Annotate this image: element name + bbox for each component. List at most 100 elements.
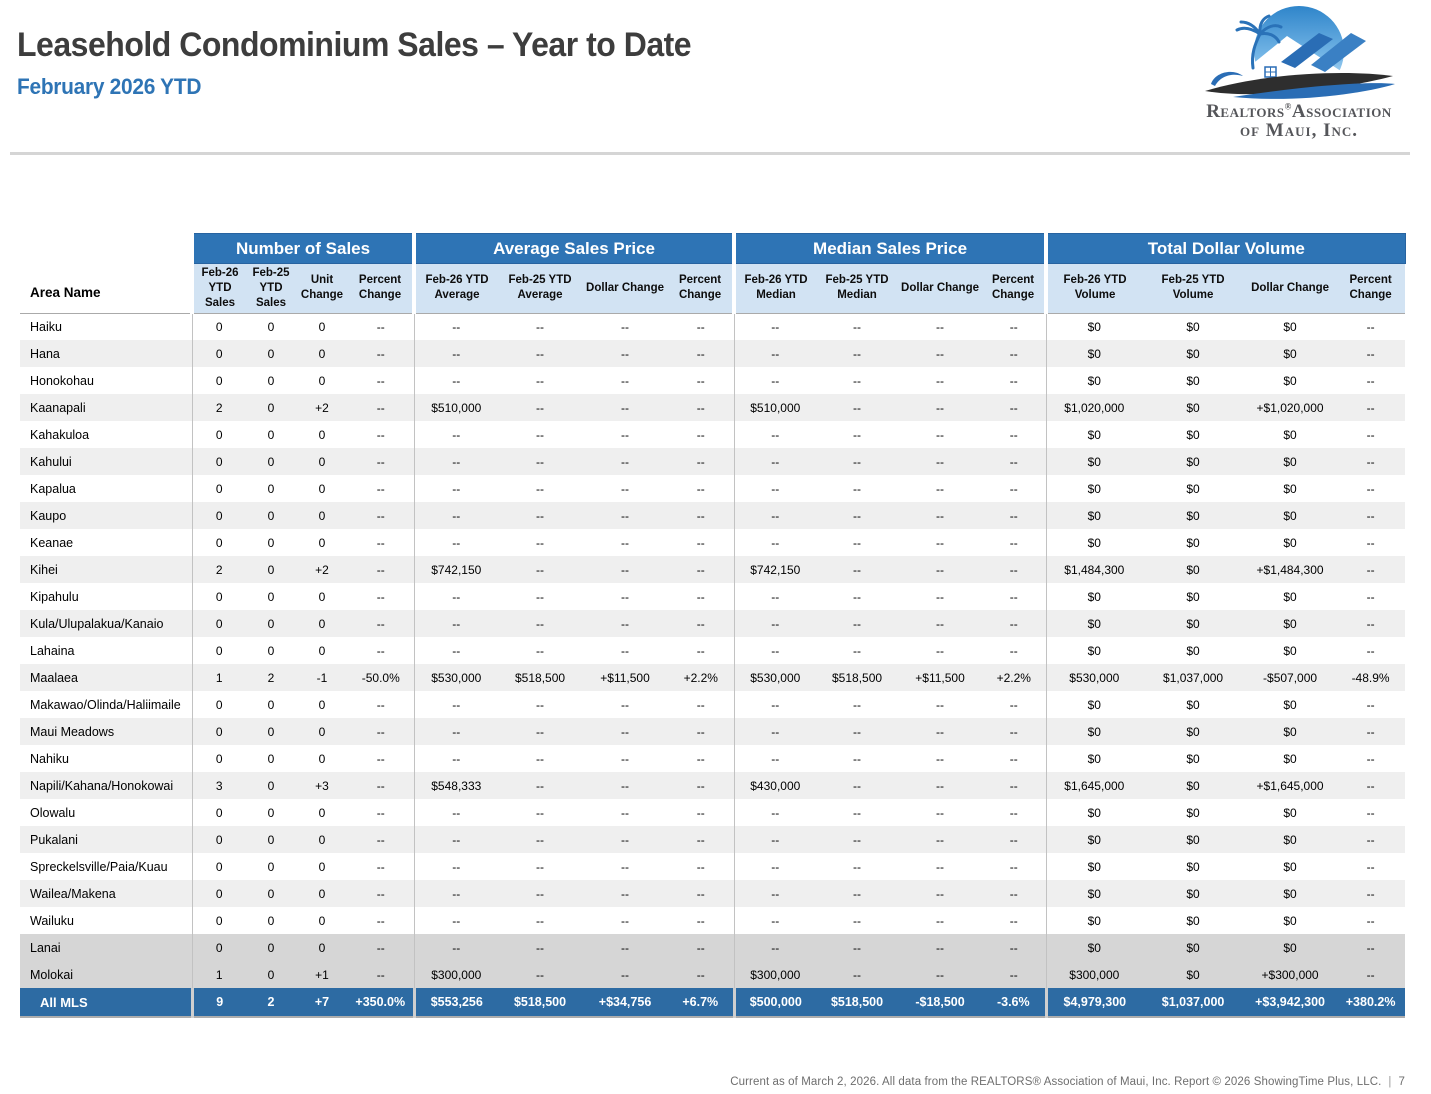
value-cell: --: [1366, 400, 1375, 415]
value-cell: --: [621, 643, 630, 658]
area-cell: Kipahulu: [30, 589, 79, 604]
value-cell: --: [936, 913, 945, 928]
value-cell: --: [696, 805, 705, 820]
row-kahakuloa: Kahakuloa 0 0 0 -- -- -- -- -- -- -- -- -- $0 $0 $0 --: [20, 421, 1406, 449]
value-cell: --: [536, 562, 545, 577]
value-cell: --: [621, 913, 630, 928]
value-cell: --: [1366, 778, 1375, 793]
value-cell: $1,020,000: [1045, 394, 1143, 422]
value-cell: 0: [191, 610, 246, 638]
column-header-total-dollar-volume-percent-change: Percent Change: [1336, 263, 1406, 314]
value-cell: 0: [318, 320, 326, 335]
row-kaupo: Kaupo 0 0 0 -- -- -- -- -- -- -- -- -- $0 $0 $0 --: [20, 502, 1406, 530]
value-cell: --: [733, 340, 817, 368]
value-cell: --: [853, 454, 862, 469]
value-cell: $0: [1186, 320, 1200, 335]
value-cell: 0: [191, 313, 246, 341]
value-cell: --: [936, 589, 945, 604]
value-cell: --: [1366, 454, 1375, 469]
value-cell: $548,333: [413, 772, 499, 800]
value-cell: 0: [318, 427, 326, 442]
value-cell: --: [1009, 616, 1018, 631]
value-cell: --: [936, 508, 945, 523]
value-cell: $4,979,300: [1044, 988, 1143, 1019]
value-cell: --: [376, 508, 385, 523]
value-cell: $0: [1186, 778, 1200, 793]
value-cell: --: [413, 745, 499, 773]
value-cell: 2: [191, 556, 246, 584]
value-cell: 0: [267, 859, 275, 874]
row-pukalani: Pukalani 0 0 0 -- -- -- -- -- -- -- -- -- $0 $0 $0 --: [20, 826, 1406, 854]
value-cell: --: [853, 697, 862, 712]
area-cell: Keanae: [30, 535, 74, 550]
value-cell: --: [621, 320, 630, 335]
value-cell: $0: [1186, 886, 1200, 901]
value-cell: $0: [1186, 508, 1200, 523]
row-haiku: Haiku 0 0 0 -- -- -- -- -- -- -- -- -- $0 $0 $0 --: [20, 313, 1406, 341]
value-cell: --: [733, 826, 817, 854]
value-cell: --: [1366, 967, 1375, 982]
value-cell: $518,500: [816, 988, 899, 1019]
area-cell: Kahakuloa: [30, 427, 90, 442]
value-cell: 0: [267, 535, 275, 550]
value-cell: --: [696, 346, 705, 361]
value-cell: --: [1366, 643, 1375, 658]
value-cell: --: [413, 907, 499, 935]
area-cell: Spreckelsville/Paia/Kuau: [30, 859, 168, 874]
value-cell: --: [1366, 481, 1375, 496]
value-cell: $0: [1186, 859, 1200, 874]
value-cell: --: [936, 320, 945, 335]
value-cell: --: [696, 320, 705, 335]
value-cell: --: [936, 832, 945, 847]
footer-separator: |: [1388, 1076, 1392, 1088]
ram-logo-graphic: [1205, 6, 1395, 99]
value-cell: --: [1009, 320, 1018, 335]
value-cell: $300,000: [733, 961, 817, 989]
value-cell: +$3,942,300: [1244, 988, 1337, 1019]
row-makawao-olinda-haliimaile: Makawao/Olinda/Haliimaile 0 0 0 -- -- -- -- -- --…: [20, 691, 1406, 719]
value-cell: --: [1009, 346, 1018, 361]
value-cell: --: [696, 859, 705, 874]
value-cell: --: [621, 724, 630, 739]
value-cell: 0: [191, 718, 246, 746]
value-cell: $0: [1186, 454, 1200, 469]
value-cell: --: [936, 805, 945, 820]
value-cell: --: [621, 373, 630, 388]
value-cell: --: [696, 373, 705, 388]
value-cell: --: [936, 940, 945, 955]
value-cell: $0: [1283, 373, 1297, 388]
value-cell: +6.7%: [668, 988, 735, 1019]
value-cell: --: [621, 751, 630, 766]
value-cell: --: [536, 967, 545, 982]
value-cell: --: [696, 832, 705, 847]
value-cell: --: [413, 718, 499, 746]
value-cell: --: [536, 778, 545, 793]
value-cell: $0: [1045, 718, 1143, 746]
value-cell: --: [1366, 832, 1375, 847]
value-cell: 0: [267, 508, 275, 523]
value-cell: $0: [1283, 859, 1297, 874]
value-cell: 2: [246, 988, 296, 1019]
column-header-total-dollar-volume-feb-25-ytd-volume: Feb-25 YTD Volume: [1142, 263, 1245, 314]
value-cell: --: [1009, 562, 1018, 577]
value-cell: 0: [191, 583, 246, 611]
value-cell: --: [1009, 454, 1018, 469]
value-cell: $0: [1283, 886, 1297, 901]
value-cell: --: [536, 346, 545, 361]
value-cell: --: [936, 400, 945, 415]
value-cell: 0: [318, 373, 326, 388]
row-kihei: Kihei 2 0 +2 -- $742,150 -- -- -- $742,150 -- -- -- $…: [20, 556, 1406, 584]
area-cell: Maalaea: [30, 670, 78, 685]
value-cell: $430,000: [733, 772, 817, 800]
column-header-area-name: Area Name: [20, 233, 192, 314]
value-cell: --: [696, 697, 705, 712]
row-wailea-makena: Wailea/Makena 0 0 0 -- -- -- -- -- -- -- -- -- $0 $0 $0…: [20, 880, 1406, 908]
value-cell: --: [621, 940, 630, 955]
row-kapalua: Kapalua 0 0 0 -- -- -- -- -- -- -- -- -- $0 $0 $0 --: [20, 475, 1406, 503]
group-header-number-of-sales: Number of Sales: [189, 233, 415, 264]
value-cell: --: [696, 589, 705, 604]
ram-logo-name-line2: of Maui, Inc.: [1240, 120, 1358, 141]
value-cell: --: [1366, 616, 1375, 631]
value-cell: 0: [267, 616, 275, 631]
value-cell: --: [376, 427, 385, 442]
